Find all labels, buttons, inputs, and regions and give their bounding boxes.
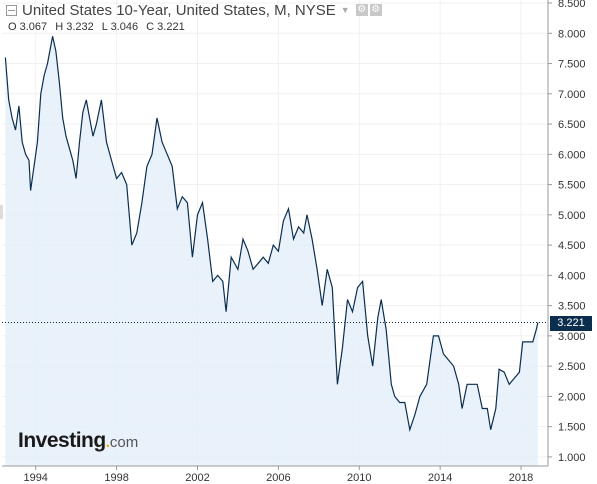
- last-price-badge: 3.221: [550, 315, 592, 331]
- low-value: L 3.046: [101, 21, 139, 33]
- high-value: H 3.232: [55, 21, 94, 33]
- logo-com-text: com: [109, 434, 139, 451]
- chart-title: United States 10-Year, United States, M,…: [22, 1, 336, 19]
- y-tick-label: 6.000: [558, 149, 586, 161]
- y-tick-label: 2.000: [558, 391, 586, 403]
- x-tick-label: 2002: [185, 472, 209, 484]
- x-tick-label: 1994: [23, 472, 47, 484]
- y-tick-label: 5.000: [558, 210, 586, 222]
- y-tick-label: 2.500: [558, 361, 586, 373]
- price-line: [4, 36, 539, 433]
- y-tick-label: 4.000: [558, 270, 586, 282]
- x-tick-label: 2010: [347, 472, 371, 484]
- investing-logo: Investing.com: [18, 429, 138, 453]
- ohlc-readout: O 3.067 H 3.232 L 3.046 C 3.221: [8, 21, 190, 33]
- y-tick-label: 8.000: [558, 28, 586, 40]
- y-tick-label: 6.500: [558, 119, 586, 131]
- x-tick-label: 2006: [266, 472, 290, 484]
- resize-handle[interactable]: [0, 205, 3, 219]
- chevron-down-icon[interactable]: ▼: [340, 5, 350, 15]
- collapse-icon[interactable]: [6, 4, 17, 16]
- close-value: C 3.221: [146, 21, 185, 33]
- y-tick-label: 8.500: [558, 0, 586, 10]
- logo-main-text: Investing: [18, 429, 106, 452]
- y-tick-label: 1.000: [558, 452, 586, 464]
- settings-icon[interactable]: ⚙: [355, 4, 368, 16]
- y-tick-label: 1.500: [558, 422, 586, 434]
- y-tick-label: 7.000: [558, 89, 586, 101]
- chart-header: United States 10-Year, United States, M,…: [6, 0, 382, 20]
- y-tick-label: 3.500: [558, 301, 586, 313]
- x-axis: 1994 1998 2002 2006 2010 2014 2018: [23, 466, 533, 484]
- y-tick-label: 5.500: [558, 180, 586, 192]
- x-tick-label: 2014: [428, 472, 452, 484]
- y-axis: 1.000 1.500 2.000 2.500 3.000 3.500 4.000 4.500…: [548, 0, 586, 464]
- y-tick-label: 3.000: [558, 331, 586, 343]
- x-tick-label: 2018: [509, 472, 533, 484]
- gear-icon[interactable]: ⚙: [369, 4, 382, 16]
- open-value: O 3.067: [8, 21, 48, 33]
- logo-dot: .: [105, 434, 110, 451]
- y-tick-label: 7.500: [558, 59, 586, 71]
- x-tick-label: 1998: [104, 472, 128, 484]
- y-tick-label: 4.500: [558, 240, 586, 252]
